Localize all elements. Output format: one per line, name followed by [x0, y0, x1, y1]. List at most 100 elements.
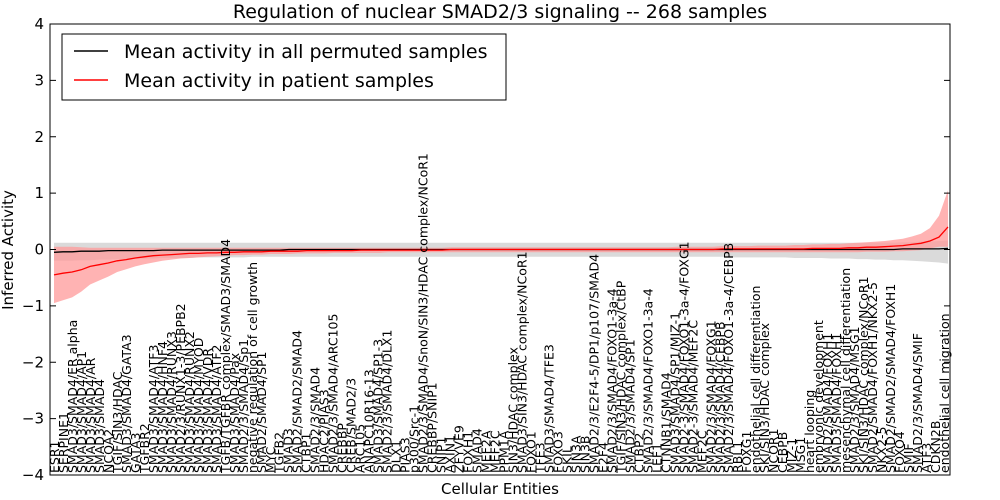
entity-label: SKI/SIN3/HDAC complex/NCoR1 [856, 276, 871, 473]
entity-label: CREB/SMAD2/3 [344, 378, 359, 473]
entity-label: HDAC2/PIAS3 [317, 389, 332, 473]
legend-label-permuted: Mean activity in all permuted samples [124, 41, 487, 63]
entity-label: NCOR1 [766, 428, 781, 473]
entity-label: SMAD3/SIN3/HDAC complex/NCoR1 [515, 251, 530, 473]
entity-label: TGIF/SIN3/HDAC [110, 371, 125, 474]
entity-label: ARC105 [353, 424, 368, 473]
entity-label: SMAD2/3/E2F4-5/DP1/p107/SMAD4 [586, 254, 601, 473]
band-patient [54, 190, 948, 304]
entity-label: CREBBP [335, 423, 350, 473]
y-axis-ticks: 4 3 2 1 0 −1 −2 −3 −4 [22, 15, 950, 484]
entity-label: embryonic development [811, 320, 826, 473]
entity-label: CDKN2B [928, 421, 943, 473]
entity-label: SIN3B [577, 435, 592, 473]
entity-label: SMAD2/3/RUNX1-3/PEBPB2 [173, 303, 188, 473]
entity-label: MIZ-1 [784, 438, 799, 473]
entity-label: SIN3/HDAC complex [506, 347, 521, 473]
entity-label: SMAD3/SMAD4/SP1/MIZ-1 [667, 312, 682, 473]
entity-label: SKI/SIN3/HDAC complex [757, 323, 772, 473]
entity-label: SMAD2/3/SMAD4/SMIF [910, 333, 925, 473]
y-tick-label: 4 [34, 15, 44, 33]
entity-label: SMAD3/SMAD4/VDR [200, 348, 215, 473]
entity-label: TGIF/SIN3/HDAC complex/CtBP [613, 280, 628, 474]
entity-label: FOXG1 [739, 431, 754, 473]
entity-label: SMAD2/SMAD4/SP1 [254, 351, 269, 473]
entity-label: SMAD3/SMAD4/Pax [227, 353, 242, 473]
legend: Mean activity in all permuted samples Me… [61, 33, 507, 101]
entity-label: SMAD2/3/SMAD4/SnoN/SIN3/HDAC complex/NCo… [416, 153, 431, 473]
entity-label: PPM1A [497, 430, 512, 473]
entity-label: E2F4 [595, 442, 610, 473]
entity-label: NKX2-5 [874, 426, 889, 473]
entity-label: negative regulation of cell growth [245, 262, 260, 473]
entity-label: SMAD2-3/SMAD4/FOXO1-3a-4/FOXG1 [676, 241, 691, 473]
entity-label: SMAD3/SMAD4 [92, 379, 107, 473]
entity-label: FOXO1 [524, 431, 539, 473]
entity-label: DLX1 [389, 440, 404, 473]
entity-label: SMAD2/3/SMAD4/FOXG1 [703, 320, 718, 473]
y-tick-label: 1 [34, 184, 44, 202]
entity-label: AXIN1 [443, 435, 458, 473]
entity-label: SMAD3/SMAD4/SP1-3 [371, 339, 386, 473]
entity-label: SMAD2/3/SMAD4/DLX1 [380, 330, 395, 473]
entity-label: MSG1 [793, 437, 808, 473]
entity-label: ESR1 [47, 441, 62, 473]
entity-label: SMAD3/SMAD4/MYOD [191, 338, 206, 473]
entity-label: ANAPC10R16-13 [362, 369, 377, 473]
y-tick-label: −1 [22, 297, 44, 315]
entity-label: SMAD2/3/SMAD4/MSG1 [847, 326, 862, 473]
entity-label: SNIP1 [434, 437, 449, 473]
entity-label: SMAD3/SMAD4/AP1 [74, 351, 89, 473]
entity-label: SMAD2/3/SMAD4/ARC105 [326, 314, 341, 474]
entity-label: MEF2C [488, 430, 503, 473]
entity-label: SMAD2/3/SMAD4/Sp1 [236, 339, 251, 473]
entity-label: PIAS3 [398, 437, 413, 473]
entity-label: SMAD2/3/SMAD4 [308, 367, 323, 473]
chart-title: Regulation of nuclear SMAD2/3 signaling … [233, 1, 767, 23]
entity-label: SKIL [559, 446, 574, 473]
entity-label: SMAD2/3/SMAD4/FOXO1-3a-4 [640, 288, 655, 473]
x-axis-label: Cellular Entities [441, 480, 559, 498]
entity-label: p300/Src-1 [407, 405, 422, 473]
entity-label: SMAD3/SMAD4/HNF4 [155, 341, 170, 473]
y-tick-label: −3 [22, 410, 44, 428]
entity-label: SMAD3/SMAD4/RUNX2 [182, 331, 197, 473]
entity-label: CTBP1 [299, 433, 314, 473]
entity-label: mesenchymal cell differentiation [838, 268, 853, 473]
entity-label: SMAD3/SMAD4/AR [83, 357, 98, 473]
entity-label: FOXO4 [892, 431, 907, 473]
entity-label: TFE3 [533, 442, 548, 474]
entity-label: SMIF [901, 443, 916, 473]
entity-label: SMAD3/SMAD4/TFE3 [541, 344, 556, 473]
entity-label: CREBBP/SNIP1 [425, 382, 440, 473]
entity-label: SMAD2/SMAD4/FOXH1/NKX2-5 [865, 282, 880, 473]
entity-label: SMAD3/SMAD4/ATF3 [146, 345, 161, 473]
y-tick-label: −4 [22, 466, 44, 484]
entity-label: RBL1 [730, 441, 745, 473]
entity-label: SERPINE1 [56, 412, 71, 473]
entity-label: SMAD2/3/SMAD4/SP1 [622, 339, 637, 473]
entity-label: CTBP2 [631, 433, 646, 473]
entity-label: SMAD2/3/SMAD4/CEBPB [712, 321, 727, 473]
entity-label: SIN3A [568, 435, 583, 473]
y-axis-label: Inferred Activity [0, 190, 17, 310]
entity-label: endothelial cell migration [937, 313, 952, 473]
entity-label: SMAD4 [470, 428, 485, 473]
entity-label: SMAD2/SMAD4/FOXH1 [820, 333, 835, 473]
entity-label: endothelial cell differentiation [748, 286, 763, 473]
entity-label: SMAD2/3/SMAD4/FOXO1-3a-4/CEBPB [721, 243, 736, 473]
variance-bands [54, 190, 948, 304]
entity-label: SMAD2-3/SMAD4/MEF2C [685, 320, 700, 473]
entity-label: SMAD2/SMAD2/SMAD4 [290, 330, 305, 473]
series-lines [53, 226, 949, 276]
y-tick-label: 3 [34, 71, 44, 89]
series-line-patient [53, 226, 949, 276]
entity-label: CTNNB1/SMAD4 [658, 372, 673, 473]
entity-label: FOXH1 [461, 431, 476, 473]
entity-label: LEF1 [649, 443, 664, 473]
entity-label: MYC [263, 446, 278, 473]
entity-label: GATA3 [128, 433, 143, 473]
entity-label: SMAD3/SMAD4/ER alpha [65, 320, 80, 473]
